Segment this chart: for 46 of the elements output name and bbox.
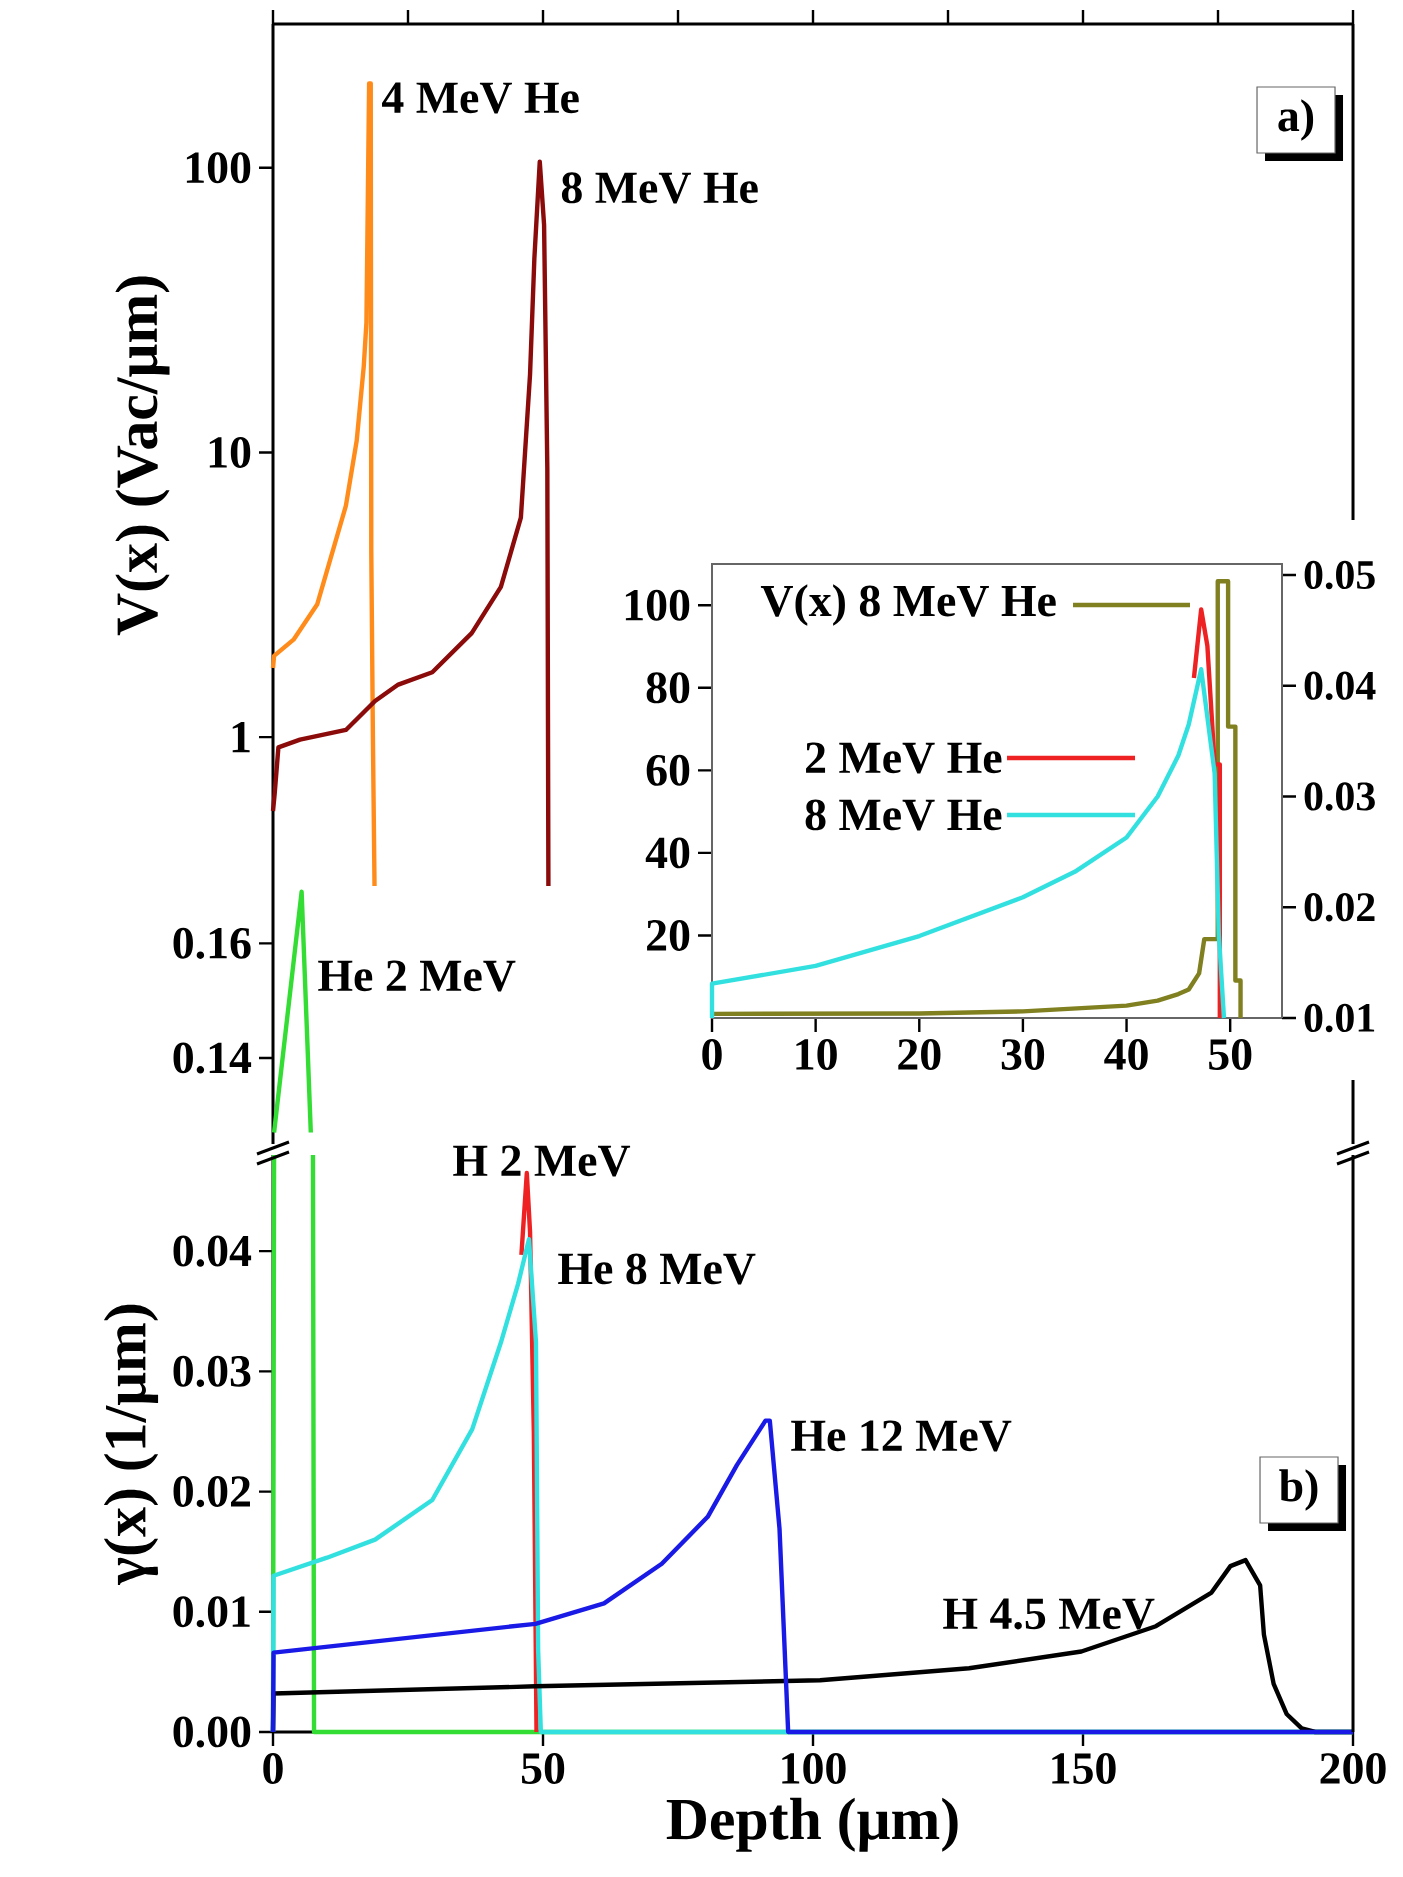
- series-label: He 2 MeV: [318, 960, 516, 992]
- y2-tick-label: 0.04: [1304, 671, 1376, 701]
- x-axis-title: Depth (μm): [666, 1797, 958, 1852]
- y-tick-label: 0.04: [173, 1235, 252, 1267]
- y-tick-label: 0.14: [173, 1042, 252, 1074]
- annotation: a): [1278, 99, 1314, 141]
- series-label: H 2 MeV: [453, 1145, 631, 1177]
- series-label: He 12 MeV: [791, 1420, 1012, 1452]
- series-label: H 4.5 MeV: [943, 1598, 1155, 1630]
- y-axis-title: V(x) (Vac/μm): [115, 276, 170, 636]
- x-tick-label: 50: [1209, 1039, 1252, 1070]
- x-tick-label: 30: [1001, 1039, 1045, 1070]
- y-tick-label: 100: [186, 152, 251, 184]
- y-tick-label: 60: [646, 754, 690, 786]
- y-tick-label: 0.02: [173, 1476, 250, 1508]
- y-tick-label: 1: [232, 722, 250, 753]
- y-tick-label: 0.16: [173, 927, 251, 959]
- x-tick-label: 10: [796, 1039, 837, 1070]
- y-tick-label: 20: [647, 919, 690, 951]
- y2-tick-label: 0.03: [1304, 782, 1375, 811]
- y2-tick-label: 0.01: [1304, 1003, 1375, 1033]
- x-tick-label: 200: [1320, 1753, 1386, 1784]
- y-tick-label: 10: [209, 436, 251, 468]
- y-axis-title: γ(x) (1/μm): [103, 1304, 159, 1586]
- series-label: He 8 MeV: [558, 1253, 756, 1285]
- y2-tick-label: 0.02: [1304, 893, 1375, 922]
- x-tick-label: 0: [702, 1039, 722, 1070]
- legend-label: 8 MeV He: [805, 799, 1002, 831]
- x-tick-label: 0: [263, 1753, 283, 1784]
- series-label: 8 MeV He: [561, 172, 758, 204]
- y-tick-label: 80: [646, 672, 690, 704]
- y-tick-label: 40: [645, 837, 690, 869]
- x-tick-label: 20: [898, 1039, 941, 1070]
- x-tick-label: 40: [1104, 1039, 1148, 1070]
- series-label: 4 MeV He: [382, 82, 579, 114]
- legend-label: 2 MeV He: [806, 742, 1002, 774]
- x-tick-label: 150: [1052, 1753, 1116, 1784]
- annotation: b): [1279, 1469, 1318, 1511]
- y-tick-label: 0.00: [173, 1716, 251, 1748]
- y-tick-label: 100: [625, 589, 690, 621]
- y2-tick-label: 0.05: [1304, 560, 1375, 590]
- y-tick-label: 0.03: [173, 1355, 251, 1387]
- x-tick-label: 50: [521, 1753, 565, 1784]
- y-tick-label: 0.01: [173, 1596, 250, 1628]
- x-tick-label: 100: [782, 1753, 846, 1784]
- legend-label: V(x) 8 MeV He: [760, 584, 1056, 626]
